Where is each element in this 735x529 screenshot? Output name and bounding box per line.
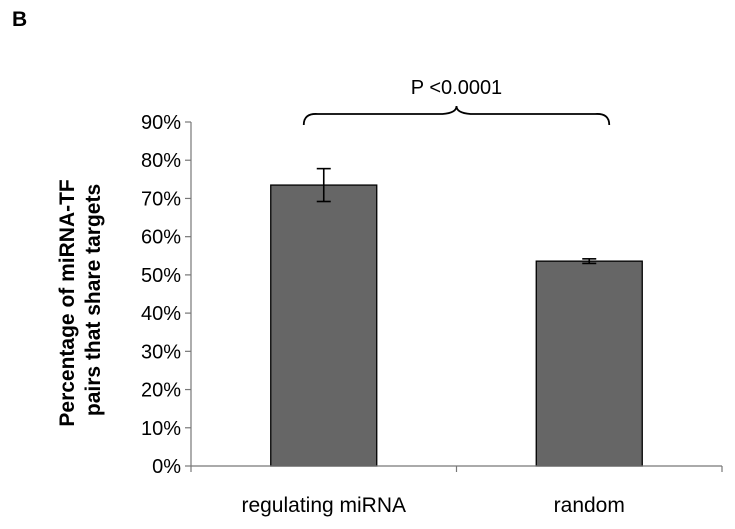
error-bars-group — [316, 167, 597, 265]
category-label: random — [554, 494, 625, 517]
category-label: regulating miRNA — [241, 494, 406, 517]
y-axis-ticks: 0% 10% 20% 30% 40% 50% 60% 70% 80% 90% — [141, 112, 191, 478]
y-tick-label: 90% — [141, 112, 181, 134]
y-axis-label-line-2: pairs that share targets — [82, 184, 105, 416]
significance-brace — [302, 105, 611, 126]
p-value-annotation: P <0.0001 — [411, 77, 502, 99]
y-tick-label: 10% — [141, 418, 181, 440]
y-tick-label: 40% — [141, 303, 181, 325]
y-axis-label-line-1: Percentage of miRNA-TF — [56, 179, 79, 427]
y-tick-label: 70% — [141, 188, 181, 210]
y-tick-label: 20% — [141, 380, 181, 402]
y-tick-label: 80% — [141, 150, 181, 172]
category-labels: regulating miRNA random — [241, 494, 624, 517]
x-axis-ticks — [190, 466, 723, 472]
y-axis-label: Percentage of miRNA-TF pairs that share … — [56, 173, 105, 426]
y-tick-label: 50% — [141, 265, 181, 287]
y-tick-label: 0% — [152, 456, 181, 478]
y-tick-label: 60% — [141, 227, 181, 249]
bars-group — [270, 184, 643, 467]
y-tick-label: 30% — [141, 341, 181, 363]
bar — [270, 184, 378, 467]
bar — [535, 260, 643, 467]
panel-label: B — [12, 8, 28, 31]
